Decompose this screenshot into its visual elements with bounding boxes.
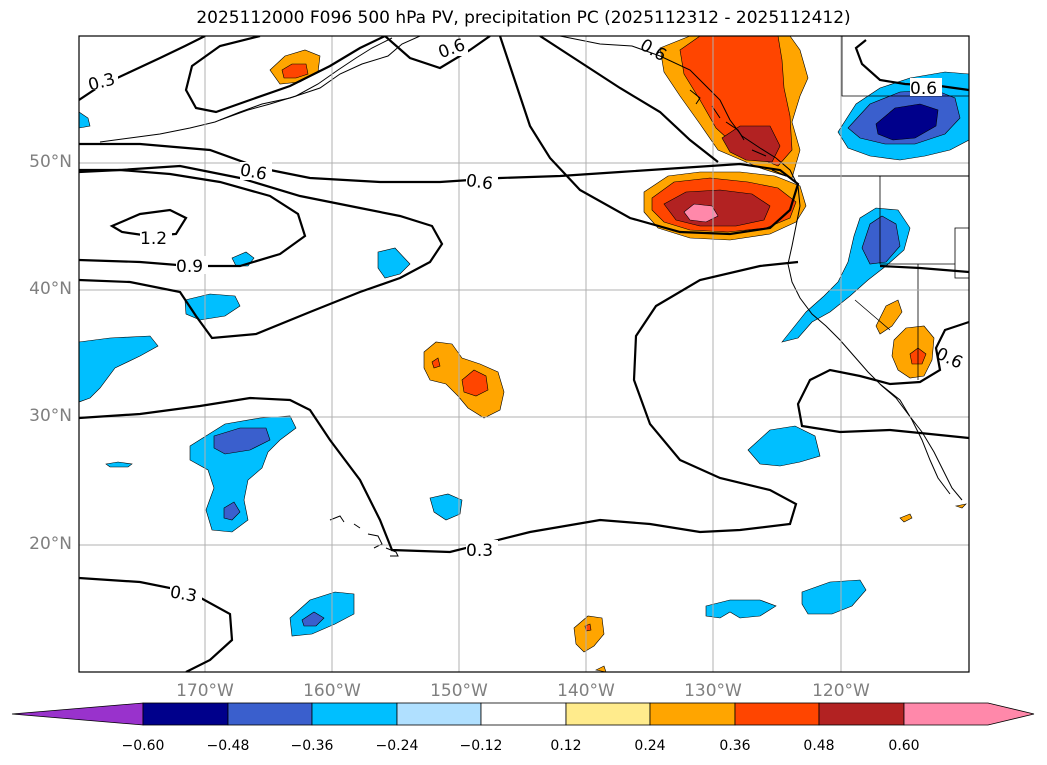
colorbar-tick-label: −0.48 xyxy=(206,738,250,754)
colorbar-tick-label: 0.12 xyxy=(550,738,582,754)
colorbar-segment xyxy=(480,702,567,726)
neg-area-coast-core xyxy=(861,215,901,265)
neg-area-southeast-2 xyxy=(801,579,867,615)
pos-area-coast-north-core xyxy=(721,125,781,163)
map-title: 2025112000 F096 500 hPa PV, precipitatio… xyxy=(196,8,851,28)
neg-area-south-1 xyxy=(429,493,463,521)
pv-contour-0.3-south xyxy=(79,576,234,672)
neg-area-south-2-core xyxy=(301,611,325,627)
colorbar-tick-label: −0.12 xyxy=(459,738,503,754)
colorbar-segment xyxy=(142,702,229,726)
colorbar-tick-label: 0.24 xyxy=(634,738,666,754)
pos-area-trough-dark xyxy=(663,189,771,227)
pos-area-tiny-3 xyxy=(595,665,607,672)
map-frame xyxy=(78,35,970,673)
neg-area-small-4 xyxy=(105,461,133,468)
pos-area-trough-max xyxy=(683,203,719,223)
colorbar-tick-label: 0.36 xyxy=(719,738,751,754)
colorbar-tick-label: −0.36 xyxy=(290,738,334,754)
pv-contour-0.6-main xyxy=(79,36,800,236)
pos-area-small-north-core xyxy=(281,63,309,79)
lon-label: 170°W xyxy=(176,681,234,701)
neg-area-small-1 xyxy=(184,293,241,321)
alaska-peninsula xyxy=(219,37,393,121)
border-lines xyxy=(841,36,969,380)
colorbar-min-extend xyxy=(11,702,144,726)
lon-label: 140°W xyxy=(557,681,615,701)
colorbar-tick-label: 0.60 xyxy=(888,738,920,754)
lon-label: 160°W xyxy=(303,681,361,701)
contour-label: 1.2 xyxy=(140,229,167,249)
neg-area-southeast-1 xyxy=(705,599,777,619)
aleutian-chain xyxy=(99,36,421,143)
contour-label: 0.6 xyxy=(910,79,937,99)
neg-area-south-2 xyxy=(289,591,355,637)
lat-label: 30°N xyxy=(29,406,72,426)
pv-contour-0.9 xyxy=(79,168,307,268)
pv-contour-0.6-east xyxy=(879,264,969,274)
colorbar-segment xyxy=(734,702,820,726)
baja-peninsula xyxy=(879,383,951,495)
colorbar-segment xyxy=(818,702,905,726)
pos-area-south xyxy=(573,615,605,653)
pv-contours xyxy=(79,36,969,672)
precip-positive-areas xyxy=(269,36,967,672)
neg-area-small-3 xyxy=(377,247,411,279)
contour-label: 0.3 xyxy=(466,541,493,561)
colorbar-max-extend xyxy=(903,702,1035,726)
colorbar-tick-label: 0.48 xyxy=(803,738,835,754)
pv-contour-0.3-upper xyxy=(539,36,719,163)
neg-area-west-central-core xyxy=(213,427,271,455)
colorbar xyxy=(11,702,1035,726)
gridlines xyxy=(79,36,969,672)
lat-label: 40°N xyxy=(29,279,72,299)
neg-area-east-1 xyxy=(747,425,821,467)
colorbar-segment xyxy=(649,702,736,726)
pv-contour-0.6-north xyxy=(384,36,491,70)
lon-label: 130°W xyxy=(684,681,742,701)
gulf-alaska-coast xyxy=(559,36,801,207)
lat-label: 20°N xyxy=(29,534,72,554)
pos-area-tiny-2 xyxy=(954,503,967,509)
neg-area-northeast-core xyxy=(875,103,939,141)
pv-contour-1.2 xyxy=(109,208,188,238)
contour-label: 0.6 xyxy=(933,344,966,374)
colorbar-segment xyxy=(311,702,398,726)
contour-label: 0.9 xyxy=(176,257,203,277)
pv-contour-0.3-central xyxy=(79,260,799,554)
lon-label: 120°W xyxy=(812,681,870,701)
contour-label: 0.3 xyxy=(168,582,198,606)
lat-label: 50°N xyxy=(29,152,72,172)
colorbar-segment xyxy=(227,702,313,726)
colorbar-tick-label: −0.60 xyxy=(121,738,165,754)
pos-area-central-core xyxy=(461,369,489,397)
pv-contour-0.6-east-loop xyxy=(796,320,969,440)
neg-area-west-central-core-2 xyxy=(223,501,241,521)
lon-label: 150°W xyxy=(430,681,488,701)
neg-area-gulf-alaska-edge xyxy=(79,111,91,129)
colorbar-segment xyxy=(565,702,651,726)
colorbar-segment xyxy=(396,702,482,726)
hawaii-islands xyxy=(329,515,399,557)
pv-contour-0.3-north-loop xyxy=(184,36,386,114)
neg-area-western-edge xyxy=(79,335,159,403)
bc-islands xyxy=(689,89,787,177)
colorbar-tick-label: −0.24 xyxy=(375,738,419,754)
contour-label: 0.6 xyxy=(238,160,268,184)
pos-area-tiny-1 xyxy=(899,513,913,523)
map-plot-area: 0.3 0.6 0.6 0.6 1.2 0.9 0.6 0.3 0.3 0.6 … xyxy=(79,36,969,672)
pos-area-central-dot xyxy=(431,357,441,369)
contour-label: 0.6 xyxy=(465,171,495,195)
pos-area-east-small xyxy=(875,299,903,335)
precip-negative-areas xyxy=(79,71,969,637)
